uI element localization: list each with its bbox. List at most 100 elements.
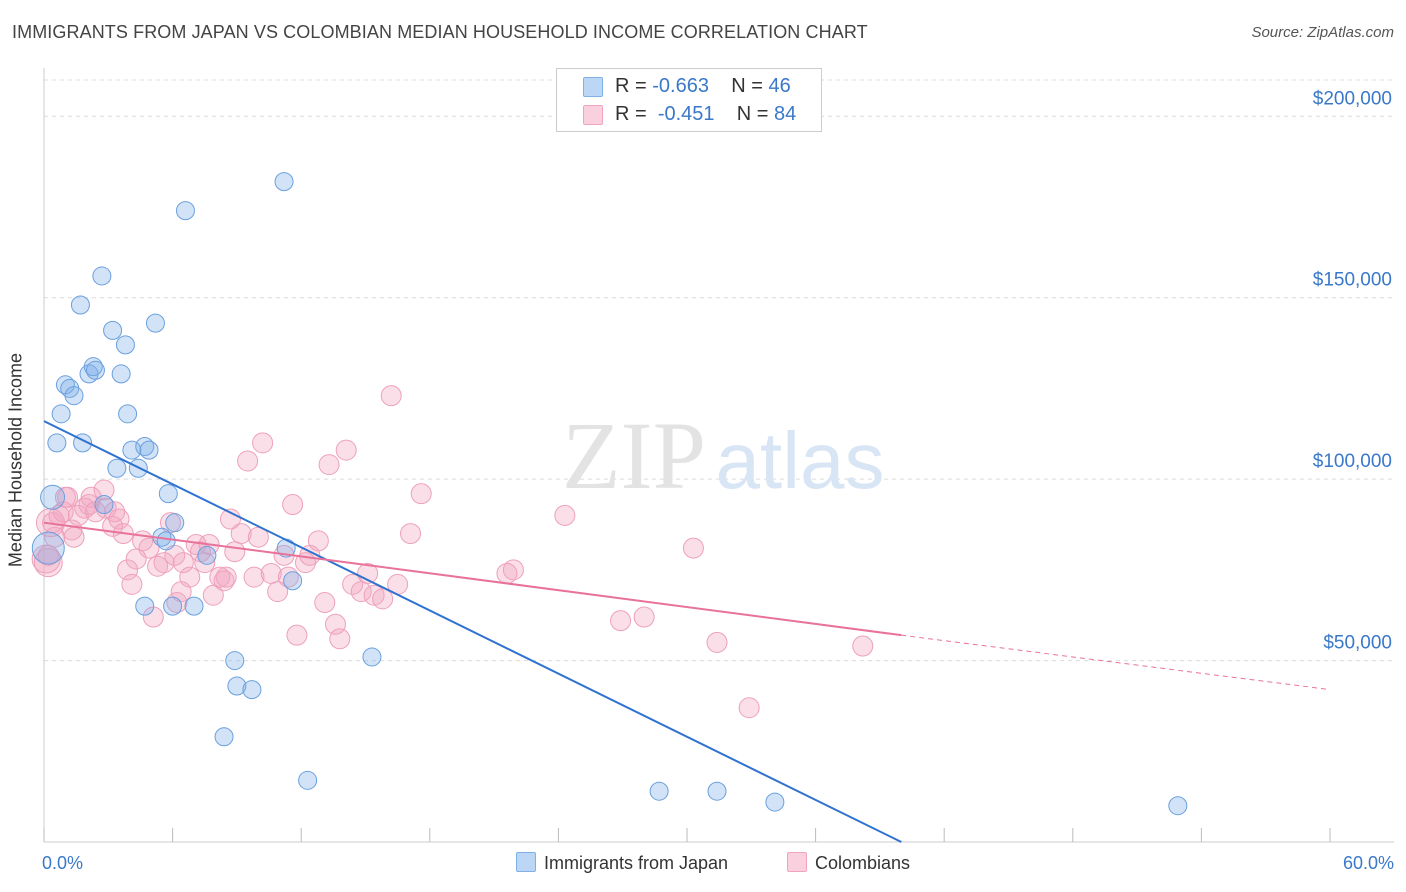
japan-points bbox=[31, 172, 1188, 816]
bottom-legend-colombians: Colombians bbox=[787, 852, 910, 874]
x-tick-max: 60.0% bbox=[1342, 853, 1394, 873]
colombians-n-value: 84 bbox=[774, 103, 797, 125]
japan-point bbox=[225, 651, 245, 671]
colombians-point bbox=[224, 541, 246, 563]
colombians-point bbox=[380, 385, 402, 407]
japan-point bbox=[47, 433, 67, 453]
japan-point bbox=[31, 531, 65, 565]
japan-point bbox=[83, 357, 103, 377]
japan-point bbox=[122, 440, 142, 460]
watermark-zip: ZIP bbox=[562, 402, 706, 509]
japan-point bbox=[184, 596, 204, 616]
colombians-point bbox=[138, 537, 160, 559]
colombians-point bbox=[194, 552, 216, 574]
japan-point bbox=[156, 531, 176, 551]
japan-trend-line bbox=[43, 420, 902, 843]
colombians-r-label: R = bbox=[615, 103, 647, 125]
japan-point bbox=[135, 596, 155, 616]
japan-point bbox=[765, 792, 785, 812]
japan-n-label: N = bbox=[731, 75, 763, 97]
colombians-point bbox=[282, 494, 304, 516]
japan-point bbox=[163, 596, 183, 616]
colombians-trend-extension bbox=[901, 634, 1331, 691]
japan-swatch bbox=[583, 77, 603, 97]
japan-point bbox=[214, 727, 234, 747]
bottom-japan-swatch bbox=[516, 852, 536, 872]
colombians-point bbox=[215, 566, 237, 588]
japan-point bbox=[145, 313, 165, 333]
bottom-japan-label: Immigrants from Japan bbox=[544, 853, 729, 873]
colombians-point bbox=[314, 592, 336, 614]
colombians-point bbox=[252, 432, 274, 454]
colombians-point bbox=[554, 504, 576, 526]
japan-point bbox=[51, 404, 71, 424]
y-tick-label-1: $100,000 bbox=[1313, 451, 1392, 472]
watermark-atlas: atlas bbox=[716, 416, 885, 505]
japan-point bbox=[115, 335, 135, 355]
japan-point bbox=[283, 571, 303, 591]
chart-title: IMMIGRANTS FROM JAPAN VS COLOMBIAN MEDIA… bbox=[12, 22, 868, 42]
japan-point bbox=[197, 545, 217, 565]
colombians-point bbox=[57, 486, 79, 508]
colombians-n-label: N = bbox=[736, 103, 769, 125]
source-label: Source: ZipAtlas.com bbox=[1251, 24, 1394, 41]
japan-point bbox=[103, 320, 123, 340]
japan-point bbox=[107, 458, 127, 478]
colombians-point bbox=[307, 530, 329, 552]
colombians-point bbox=[260, 562, 282, 584]
japan-point bbox=[227, 676, 247, 696]
colombians-point bbox=[335, 439, 357, 461]
japan-point bbox=[118, 404, 138, 424]
y-tick-label-0: $50,000 bbox=[1323, 633, 1392, 654]
colombians-point bbox=[610, 610, 632, 632]
colombians-point bbox=[147, 555, 169, 577]
colombians-point bbox=[633, 606, 655, 628]
colombians-point bbox=[738, 697, 760, 719]
colombians-point bbox=[372, 588, 394, 610]
japan-point bbox=[85, 360, 105, 380]
colombians-point bbox=[410, 483, 432, 505]
japan-point bbox=[94, 495, 114, 515]
japan-point bbox=[64, 386, 84, 406]
colombians-point bbox=[209, 566, 231, 588]
bottom-colombians-label: Colombians bbox=[815, 853, 911, 873]
japan-point bbox=[298, 770, 318, 790]
colombians-point bbox=[267, 581, 289, 603]
japan-point bbox=[92, 266, 112, 286]
japan-point bbox=[649, 781, 669, 801]
japan-n-value: 46 bbox=[768, 75, 791, 97]
colombians-point bbox=[318, 454, 340, 476]
colombians-point bbox=[286, 624, 308, 646]
japan-point bbox=[158, 484, 178, 504]
japan-point bbox=[362, 647, 382, 667]
colombians-point bbox=[213, 570, 235, 592]
colombians-point bbox=[237, 450, 259, 472]
colombians-point bbox=[230, 523, 252, 545]
japan-r-value: -0.663 bbox=[652, 75, 709, 97]
colombians-point bbox=[502, 559, 524, 581]
japan-point bbox=[111, 364, 131, 384]
colombians-point bbox=[63, 526, 85, 548]
colombians-point bbox=[363, 584, 385, 606]
japan-point bbox=[139, 440, 159, 460]
colombians-point bbox=[342, 573, 364, 595]
colombians-r-value: -0.451 bbox=[657, 103, 715, 125]
colombians-swatch bbox=[583, 105, 603, 125]
colombians-point bbox=[164, 544, 186, 566]
bottom-legend-japan: Immigrants from Japan bbox=[516, 852, 728, 874]
colombians-point bbox=[153, 552, 175, 574]
colombians-point bbox=[852, 635, 874, 657]
x-tick-min: 0.0% bbox=[42, 853, 84, 873]
japan-point bbox=[70, 295, 90, 315]
japan-point bbox=[165, 513, 185, 533]
japan-point bbox=[40, 484, 66, 510]
colombians-point bbox=[121, 573, 143, 595]
correlation-legend: R = -0.663 N = 46 R = -0.451 N = 84 bbox=[556, 68, 822, 132]
colombians-point bbox=[93, 479, 115, 501]
axes bbox=[43, 68, 1394, 843]
colombians-point bbox=[33, 548, 63, 578]
colombians-trend-line bbox=[43, 521, 902, 637]
colombians-point bbox=[682, 537, 704, 559]
bottom-colombians-swatch bbox=[787, 852, 807, 872]
